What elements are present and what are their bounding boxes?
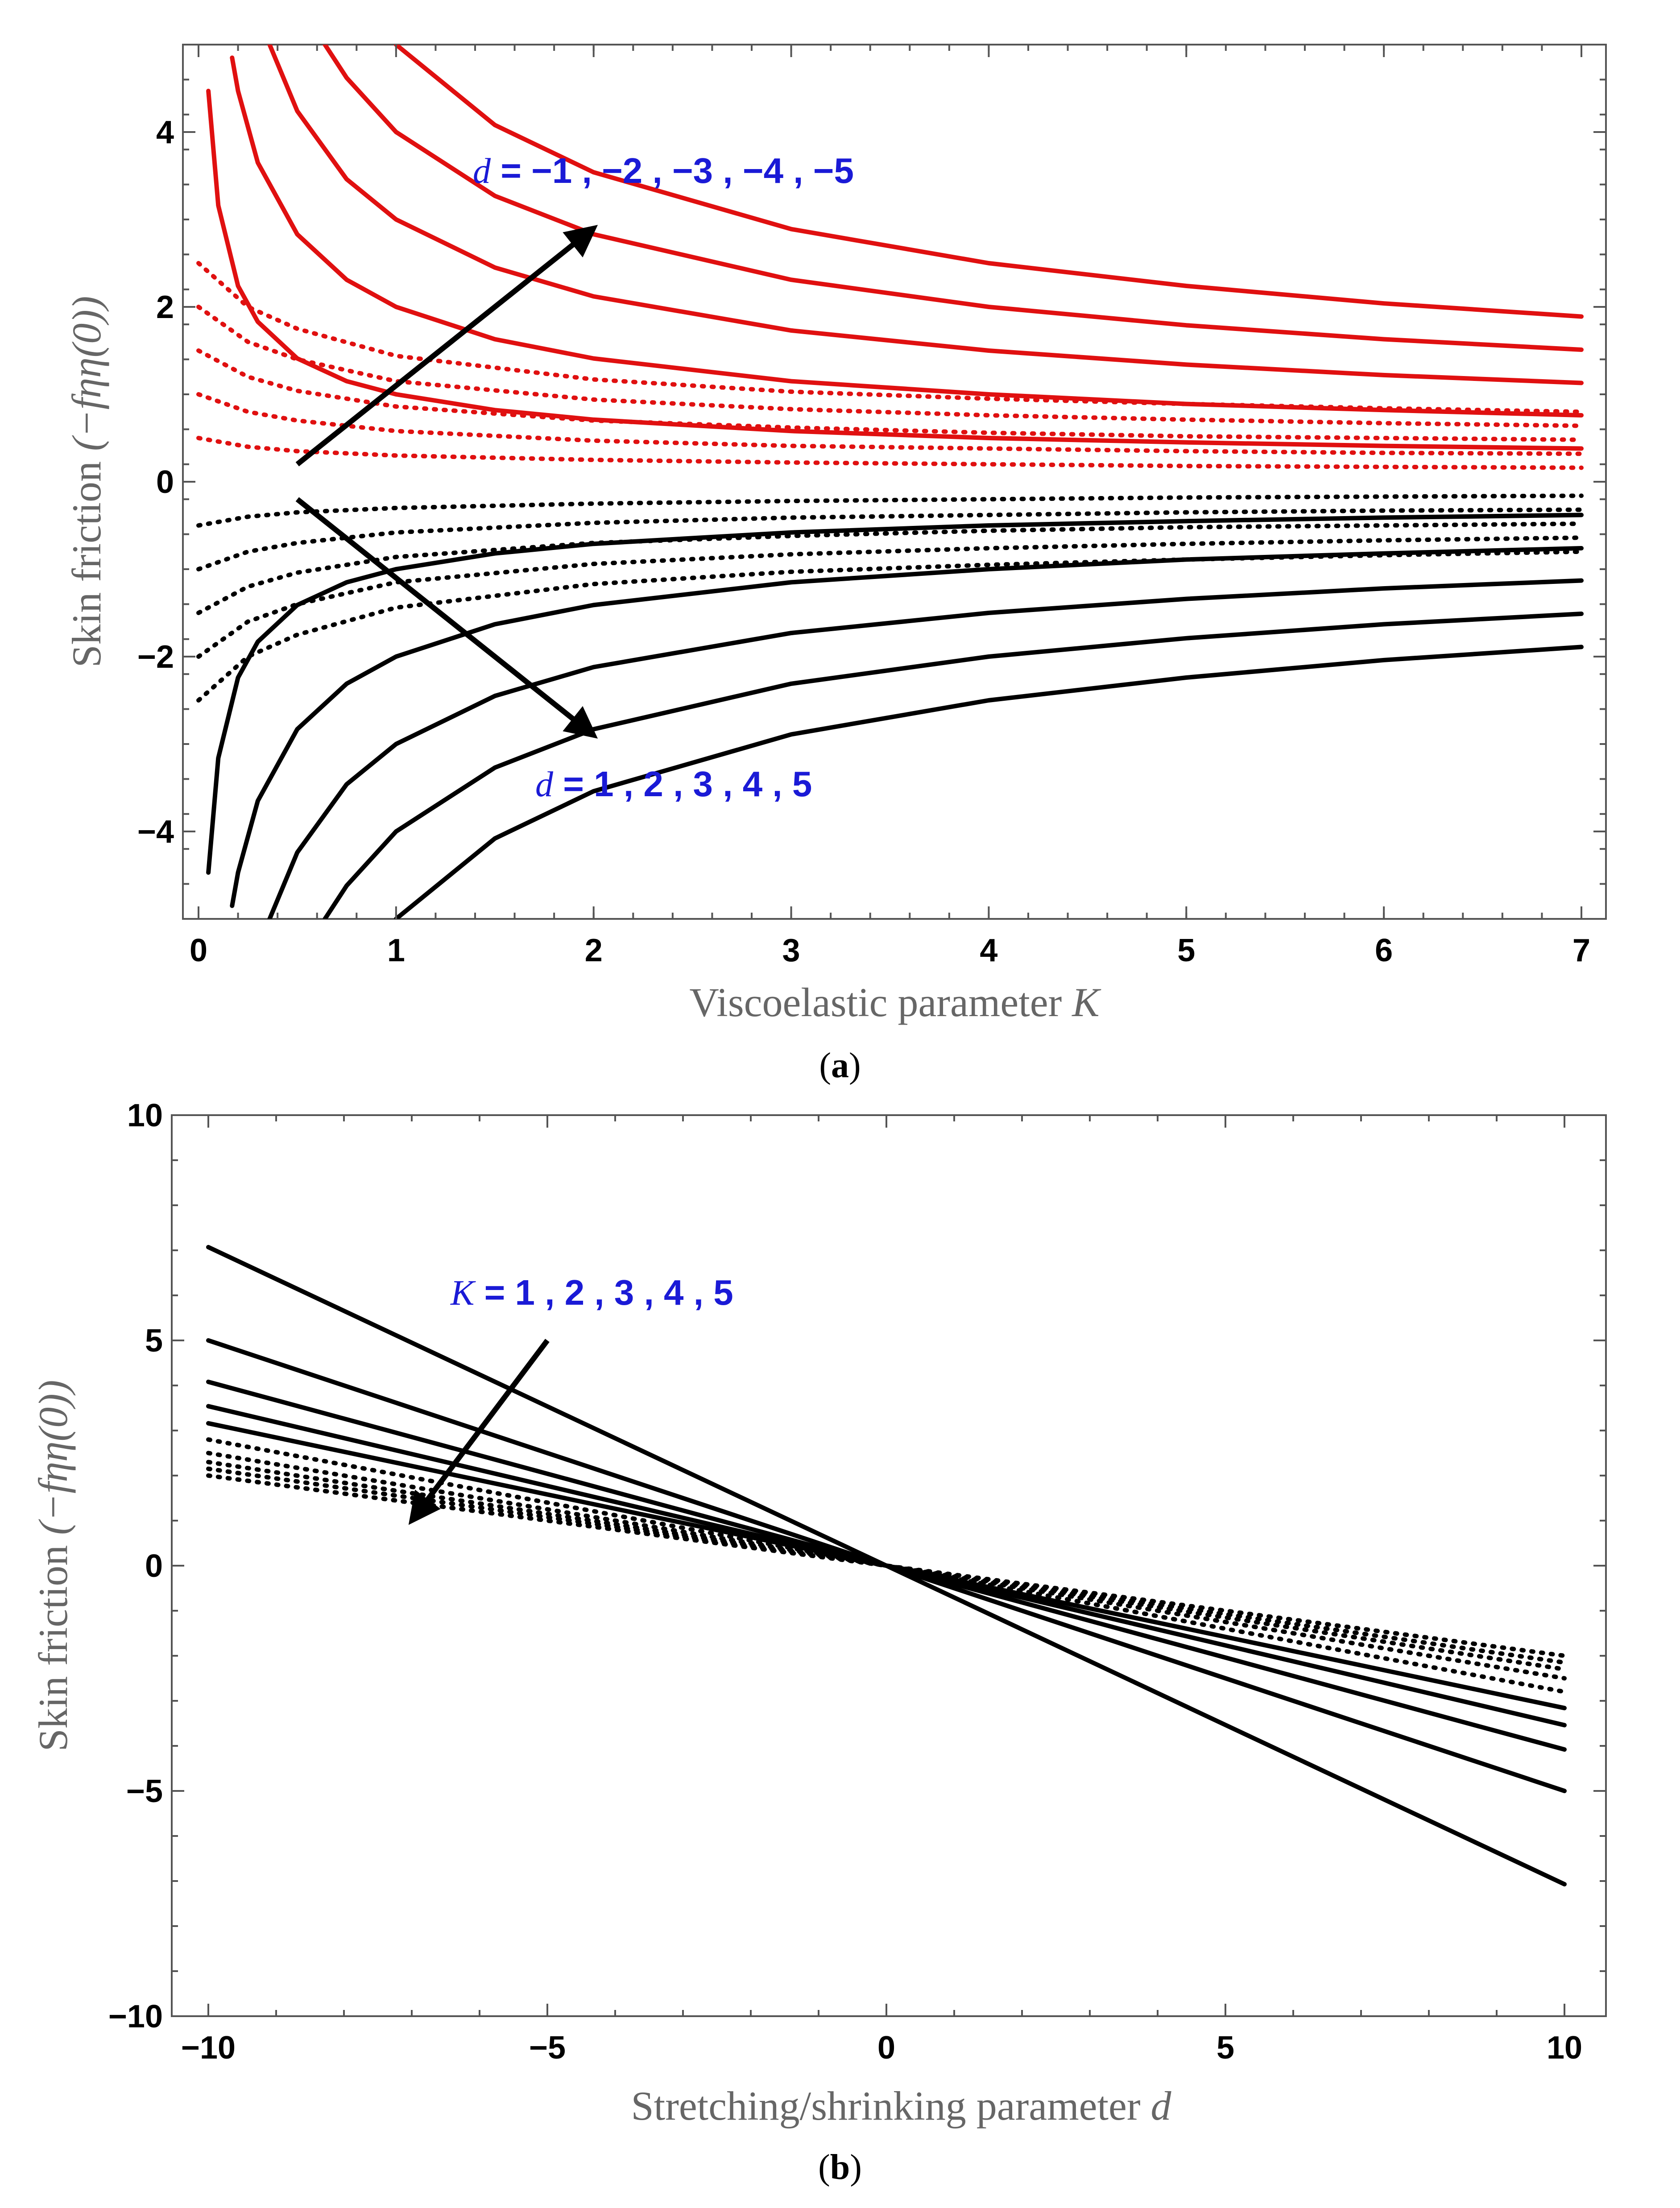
panel-a-series-line-17 xyxy=(196,507,1584,571)
panel-b-caption: (b) xyxy=(818,2148,862,2187)
panel-a-y-tick-label: 4 xyxy=(156,115,174,150)
panel-a-y-tick-label: 0 xyxy=(156,464,174,500)
panel-a-caption: (a) xyxy=(819,1046,861,1085)
panel-a-series-line-7 xyxy=(196,392,1584,456)
panel-b-y-tick-label: 0 xyxy=(145,1548,163,1584)
panel-a-series-line-18 xyxy=(196,521,1584,615)
panel-a-ticks: 0 1 2 3 4 5 6 7 −4 −2 0 2 4 xyxy=(137,44,1606,968)
panel-b-annotation-K: K = 1 , 2 , 3 , 4 , 5 xyxy=(450,1273,733,1313)
panel-a: 0 1 2 3 4 5 6 7 −4 −2 0 2 4 d = −1 , −2 , −3 , −4 , … xyxy=(64,44,1607,1085)
panel-a-frame xyxy=(182,44,1607,920)
panel-a-x-axis-title: Viscoelastic parameter K xyxy=(689,980,1101,1025)
panel-a-x-tick-label: 7 xyxy=(1572,933,1590,968)
panel-b-trend-arrow-1 xyxy=(408,1339,550,1525)
panel-a-series-line-1 xyxy=(206,88,1584,451)
panel-b-y-axis-title: Skin friction (−fηη(0)) xyxy=(30,1380,76,1752)
panel-a-y-axis-title: Skin friction (−fηη(0)) xyxy=(64,296,109,668)
panel-b: −10 −5 0 5 10 −10 −5 0 5 10 K = 1 , 2 , 3 , 4 , 5… xyxy=(30,1098,1607,2187)
panel-a-trend-arrow-1 xyxy=(295,225,598,467)
panel-a-x-tick-label: 4 xyxy=(980,933,997,968)
panel-a-trend-arrow-2 xyxy=(295,497,598,739)
panel-a-series-line-13 xyxy=(267,578,1584,919)
panel-a-series-line-10 xyxy=(196,261,1584,414)
panel-b-series-line-9 xyxy=(206,1466,1567,1665)
panel-a-series-line-5 xyxy=(393,45,1584,319)
panel-a-series-line-14 xyxy=(323,612,1584,919)
panel-a-series-line-6 xyxy=(196,436,1584,470)
panel-b-series-group xyxy=(206,1245,1567,1887)
panel-a-x-tick-label: 5 xyxy=(1177,933,1195,968)
panel-b-arrows xyxy=(408,1339,550,1525)
panel-a-series-line-8 xyxy=(196,348,1584,442)
panel-a-series-line-9 xyxy=(196,305,1584,428)
panel-a-series-group xyxy=(196,45,1584,919)
panel-a-annotation-positive-d: d = 1 , 2 , 3 , 4 , 5 xyxy=(535,764,812,804)
panel-a-x-tick-label: 0 xyxy=(190,933,207,968)
panel-a-x-tick-label: 1 xyxy=(387,933,405,968)
panel-a-x-tick-label: 6 xyxy=(1375,933,1393,968)
panel-a-series-line-3 xyxy=(267,45,1584,385)
panel-a-arrows xyxy=(295,225,598,739)
panel-a-series-line-4 xyxy=(323,45,1584,352)
panel-b-x-tick-label: −5 xyxy=(529,2030,566,2066)
panel-a-series-line-11 xyxy=(206,513,1584,875)
panel-a-y-tick-label: −4 xyxy=(137,814,174,850)
panel-a-y-tick-label: −2 xyxy=(137,639,174,675)
panel-b-y-tick-label: 5 xyxy=(145,1323,163,1359)
panel-a-series-line-20 xyxy=(196,549,1584,703)
panel-b-y-tick-label: −10 xyxy=(108,1999,163,2034)
panel-b-y-tick-label: 10 xyxy=(127,1098,163,1133)
panel-a-annotation-negative-d: d = −1 , −2 , −3 , −4 , −5 xyxy=(473,151,854,191)
panel-b-x-axis-title: Stretching/shrinking parameter d xyxy=(631,2083,1171,2129)
panel-b-x-tick-label: 5 xyxy=(1217,2030,1234,2066)
panel-a-y-tick-label: 2 xyxy=(156,289,174,325)
panel-a-series-line-15 xyxy=(393,645,1584,919)
panel-a-x-tick-label: 2 xyxy=(585,933,603,968)
panel-b-x-tick-label: −10 xyxy=(181,2030,236,2066)
panel-b-y-tick-label: −5 xyxy=(126,1774,163,1809)
panel-a-series-line-16 xyxy=(196,493,1584,528)
panel-b-x-tick-label: 10 xyxy=(1547,2030,1582,2066)
panel-b-x-tick-label: 0 xyxy=(877,2030,895,2066)
panel-b-ticks: −10 −5 0 5 10 −10 −5 0 5 10 xyxy=(108,1098,1606,2066)
panel-a-x-tick-label: 3 xyxy=(782,933,800,968)
panel-a-series-line-19 xyxy=(196,535,1584,659)
